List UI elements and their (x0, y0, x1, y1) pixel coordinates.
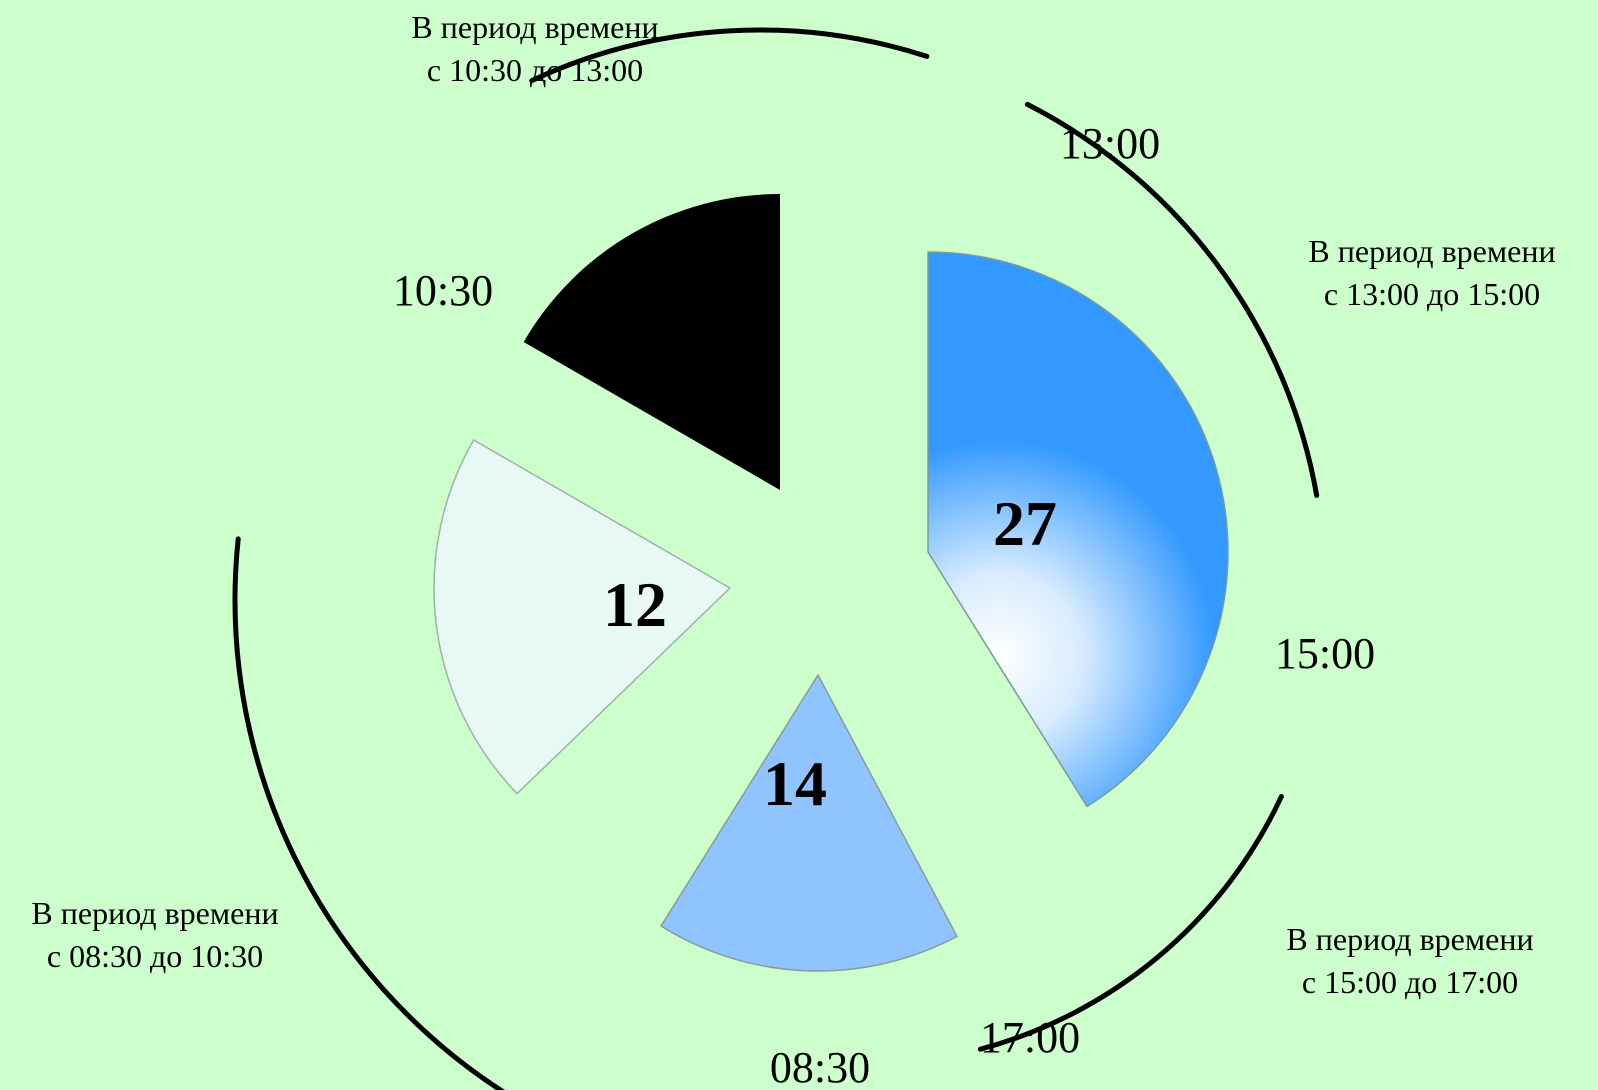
period-label-line: с 10:30 до 13:00 (427, 52, 643, 88)
slice-black (523, 194, 780, 490)
time-mark-label: 13:00 (1060, 119, 1160, 168)
time-mark-label: 10:30 (393, 266, 493, 315)
period-bracket-arc (977, 794, 1284, 1052)
time-mark-label: 17:00 (980, 1013, 1080, 1062)
period-brackets (232, 27, 1320, 1090)
slice-12 (433, 438, 732, 795)
period-label-line: с 15:00 до 17:00 (1302, 964, 1518, 1000)
period-bracket-arc (529, 27, 930, 84)
slice-14 (660, 673, 959, 972)
period-label-line: с 13:00 до 15:00 (1324, 276, 1540, 312)
slice-value-label: 12 (603, 569, 667, 640)
slice-value-label: 27 (993, 488, 1057, 559)
period-label-line: В период времени (1286, 921, 1533, 957)
period-label-line: с 08:30 до 10:30 (47, 938, 263, 974)
period-label-line: В период времени (1308, 233, 1555, 269)
period-bracket-arc (232, 536, 506, 1090)
period-label-line: В период времени (31, 895, 278, 931)
slice-27 (927, 251, 1229, 808)
period-label-line: В период времени (411, 9, 658, 45)
pie-slices (433, 194, 1229, 972)
time-mark-label: 08:30 (770, 1043, 870, 1090)
time-mark-label: 15:00 (1275, 629, 1375, 678)
slice-value-label: 14 (763, 748, 827, 819)
chart-labels: 27 14 12 13:00 15:00 17:00 08:30 10:30 В период … (31, 9, 1555, 1090)
period-bracket-arc (1024, 101, 1320, 498)
